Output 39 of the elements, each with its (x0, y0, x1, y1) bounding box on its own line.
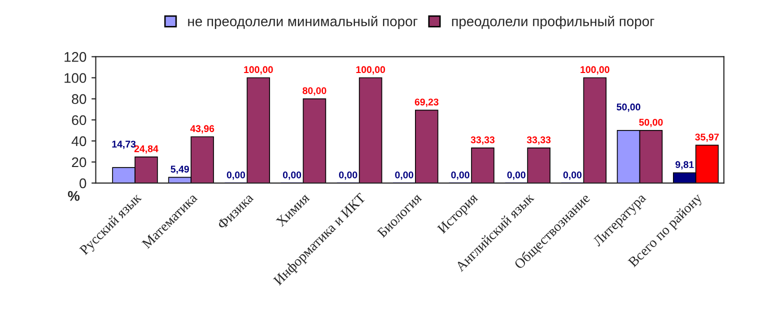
bar (583, 77, 607, 184)
y-tick-label: 100 (64, 73, 86, 83)
data-label: 0,00 (451, 171, 470, 180)
data-label: 69,23 (414, 98, 438, 107)
data-label: 0,00 (563, 171, 582, 180)
y-tick-label: 40 (72, 136, 86, 146)
y-tick-label: 20 (72, 157, 86, 168)
data-label: 50,00 (616, 104, 640, 112)
data-label: 24,84 (134, 145, 158, 154)
bar (246, 77, 270, 184)
legend-label: не преодолели минимальный порог (188, 16, 418, 30)
data-label: 100,00 (244, 66, 273, 74)
y-tick-label: 120 (64, 52, 86, 62)
data-label: 0,00 (282, 171, 302, 180)
data-label: 5,49 (170, 166, 189, 174)
y-tick-label: 60 (72, 115, 86, 126)
y-tick-label: 0 (80, 178, 86, 188)
bar (358, 77, 382, 184)
data-label: 100,00 (580, 66, 610, 74)
y-axis-title: % (68, 191, 80, 201)
data-label: 0,00 (395, 171, 414, 180)
data-label: 33,33 (526, 136, 551, 145)
data-label: 14,73 (112, 140, 136, 149)
data-label: 50,00 (639, 118, 663, 128)
data-label: 0,00 (339, 171, 358, 180)
data-label: 33,33 (470, 136, 495, 145)
y-tick-label: 80 (72, 94, 86, 104)
legend-label: преодолели профильный порог (452, 16, 654, 30)
data-label: 80,00 (302, 87, 326, 96)
data-label: 100,00 (356, 66, 386, 74)
data-label: 35,97 (695, 134, 719, 142)
bar (415, 110, 438, 184)
data-label: 0,00 (507, 171, 526, 180)
bar (302, 98, 326, 184)
bar (471, 148, 494, 184)
data-label: 9,81 (675, 161, 694, 170)
data-label: 43,96 (190, 125, 214, 134)
bar (527, 148, 550, 184)
data-label: 0,00 (226, 171, 246, 180)
